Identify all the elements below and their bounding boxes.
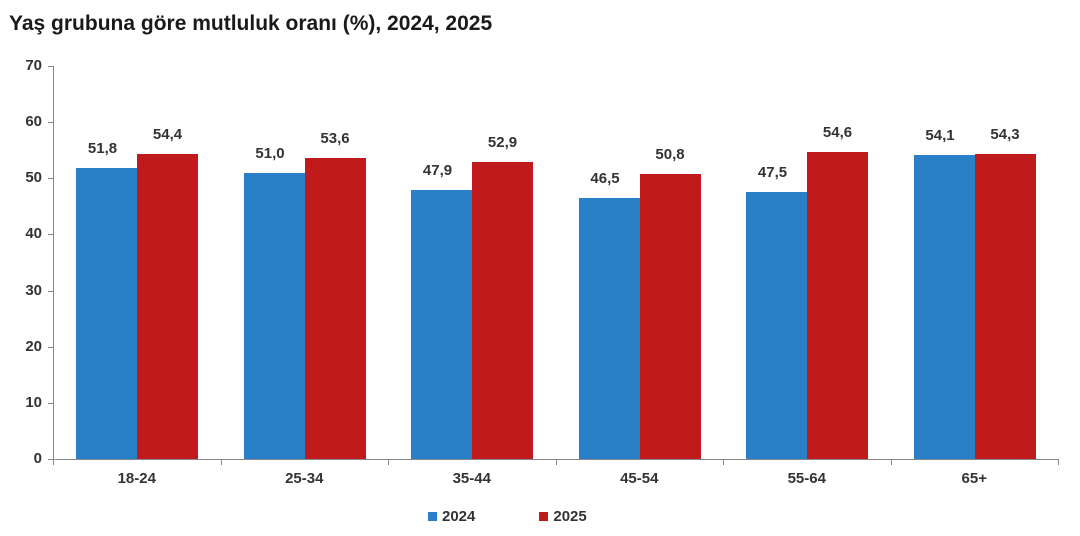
- bar-2024-18-24[interactable]: [76, 168, 137, 459]
- x-category-label: 35-44: [452, 470, 491, 487]
- y-tick: [48, 459, 53, 460]
- bar-2024-65+[interactable]: [913, 155, 975, 459]
- legend-label: 2025: [553, 508, 587, 525]
- data-label: 54,6: [822, 124, 853, 142]
- data-label: 54,4: [152, 125, 183, 143]
- x-category-label: 18-24: [117, 470, 156, 487]
- bar-2025-25-34[interactable]: [304, 158, 366, 459]
- x-category-label: 65+: [961, 470, 987, 487]
- y-tick-label: 10: [25, 393, 42, 411]
- bar-2024-25-34[interactable]: [243, 172, 305, 459]
- data-label: 51,8: [87, 140, 118, 158]
- x-tick: [53, 459, 54, 465]
- data-label: 51,0: [255, 144, 285, 162]
- legend-swatch-icon: [428, 512, 437, 521]
- bar-2025-65+[interactable]: [974, 154, 1036, 459]
- y-tick: [48, 178, 53, 180]
- legend: 2024 2025: [428, 508, 587, 525]
- bar-2024-35-44[interactable]: [411, 190, 472, 459]
- x-category-label: 55-64: [787, 470, 826, 487]
- x-tick: [1058, 459, 1059, 465]
- bar-2024-45-54[interactable]: [578, 197, 640, 459]
- legend-label: 2024: [442, 508, 476, 525]
- data-label: 47,9: [422, 162, 453, 180]
- data-label: 52,9: [487, 134, 518, 151]
- y-tick: [48, 402, 53, 404]
- bar-2024-55-64[interactable]: [746, 192, 807, 459]
- x-tick: [555, 459, 557, 465]
- data-label: 53,6: [320, 130, 350, 148]
- x-category-label: 25-34: [285, 470, 324, 487]
- y-tick-label: 50: [25, 169, 42, 187]
- data-label: 54,1: [925, 127, 955, 145]
- bar-2025-18-24[interactable]: [137, 153, 198, 459]
- data-label: 50,8: [655, 145, 685, 163]
- y-tick-label: 70: [25, 57, 42, 74]
- y-tick-label: 0: [33, 450, 42, 467]
- bar-2025-55-64[interactable]: [807, 152, 868, 459]
- data-label: 46,5: [590, 169, 620, 187]
- y-tick-label: 60: [25, 113, 42, 131]
- x-tick: [723, 459, 724, 465]
- y-tick: [48, 234, 53, 236]
- x-tick: [220, 459, 222, 465]
- y-tick-label: 30: [25, 281, 42, 299]
- y-tick-label: 40: [25, 225, 42, 243]
- data-label: 47,5: [757, 164, 788, 182]
- data-label: 54,3: [990, 126, 1020, 144]
- legend-item-2025[interactable]: 2025: [539, 508, 587, 525]
- x-category-label: 45-54: [620, 470, 659, 487]
- y-tick: [48, 346, 53, 348]
- bar-2025-45-54[interactable]: [639, 173, 701, 459]
- bar-2025-35-44[interactable]: [472, 162, 533, 459]
- y-tick: [48, 66, 53, 67]
- y-tick-label: 20: [25, 337, 42, 355]
- x-tick: [388, 459, 389, 465]
- chart-title: Yaş grubuna göre mutluluk oranı (%), 202…: [9, 12, 493, 35]
- legend-swatch-icon: [539, 512, 549, 521]
- y-axis: [53, 66, 54, 460]
- y-tick: [48, 122, 53, 124]
- y-tick: [48, 290, 53, 292]
- x-tick: [890, 459, 892, 465]
- legend-item-2024[interactable]: 2024: [428, 508, 475, 525]
